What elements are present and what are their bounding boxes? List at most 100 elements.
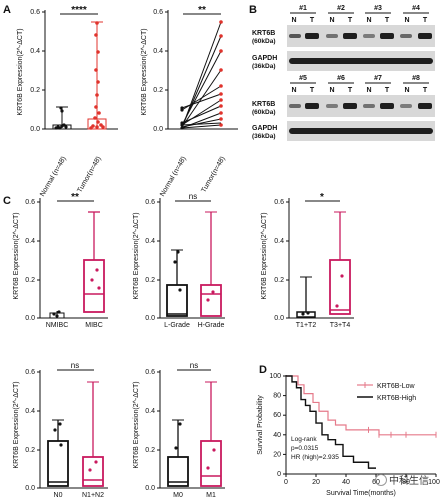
lane-label: N bbox=[366, 87, 371, 94]
panel-c-plot-4: KRT6B Expression(2^-ΔCT) 0.6 0.4 0.2 0.0… bbox=[13, 361, 108, 499]
significance-label: ns bbox=[189, 192, 197, 201]
x-tick-label: H-Grade bbox=[198, 322, 225, 329]
lane-label: T bbox=[385, 17, 390, 24]
sample-label: #1 bbox=[299, 5, 307, 12]
y-tick-label: 0.2 bbox=[274, 277, 284, 284]
points-lgrade bbox=[173, 250, 182, 292]
watermark-logo-icon bbox=[375, 474, 387, 486]
x-tick-label: T1+T2 bbox=[296, 322, 317, 329]
panel-c-plot-3: KRT6B Expression(2^-ΔCT) 0.6 0.4 0.2 0.0… bbox=[261, 192, 354, 329]
points-n0 bbox=[53, 422, 63, 447]
points-m1 bbox=[206, 448, 216, 470]
blot-row-sublabel: (36kDa) bbox=[252, 133, 275, 140]
lane-label: T bbox=[423, 17, 428, 24]
lane-label: N bbox=[329, 17, 334, 24]
y-tick-label: 0.2 bbox=[145, 447, 155, 454]
y-ticks bbox=[37, 201, 40, 319]
sample-label: #4 bbox=[412, 5, 420, 12]
box-t1t2 bbox=[296, 311, 316, 318]
y-tick-label: 0.6 bbox=[145, 369, 155, 376]
points-mibc bbox=[90, 268, 101, 290]
y-tick-label: 0.0 bbox=[25, 485, 35, 492]
lane-label: T bbox=[385, 87, 390, 94]
stat-test: Log-rank bbox=[291, 436, 317, 443]
y-tick-label: 0.6 bbox=[25, 199, 35, 206]
panel-c-ylabel: KRT6B Expression(2^-ΔCT) bbox=[13, 212, 20, 299]
significance-label: ** bbox=[198, 5, 206, 16]
box-tumor bbox=[87, 118, 107, 130]
panel-d-xlabel: Survival Time(months) bbox=[326, 490, 396, 497]
x-tick-label: Tumor(n=48) bbox=[200, 156, 226, 194]
x-ticks bbox=[285, 474, 437, 477]
sample-label: #2 bbox=[337, 5, 345, 12]
box-n1n2 bbox=[82, 456, 104, 487]
y-tick-label: 0.0 bbox=[25, 315, 35, 322]
significance-label: ns bbox=[190, 361, 198, 370]
y-ticks bbox=[157, 201, 160, 319]
y-tick-label: 0.4 bbox=[25, 408, 35, 415]
y-tick-label: 0.2 bbox=[25, 277, 35, 284]
y-tick-label: 0.0 bbox=[145, 485, 155, 492]
significance-label: * bbox=[320, 192, 324, 203]
y-tick-label: 0.4 bbox=[145, 238, 155, 245]
lane-labels: N T N T N T N T bbox=[291, 87, 427, 94]
box-hgrade bbox=[200, 284, 222, 317]
y-tick-label: 0.4 bbox=[30, 48, 40, 55]
y-tick-label: 0.6 bbox=[274, 199, 284, 206]
points-hgrade bbox=[206, 290, 215, 302]
blot-bands-gapdh bbox=[289, 128, 433, 134]
lane-label: N bbox=[404, 17, 409, 24]
x-tick-label: Normal (n=48) bbox=[159, 156, 188, 198]
panel-a-paired-plot: KRT6B Expression(2^-ΔCT) 0.6 0.4 0.2 0.0… bbox=[141, 5, 238, 198]
blot-row-label: KRT6B bbox=[252, 30, 275, 37]
box-n0 bbox=[47, 440, 69, 487]
blot-bands-krt6b bbox=[289, 103, 432, 109]
legend-label-high: KRT6B-High bbox=[377, 395, 416, 402]
km-curve-high bbox=[286, 375, 376, 469]
y-tick-label: 60 bbox=[273, 412, 281, 419]
lane-labels: N T N T N T N T bbox=[291, 17, 427, 24]
y-tick-label: 80 bbox=[273, 393, 281, 400]
y-tick-label: 0.6 bbox=[145, 199, 155, 206]
y-tick-label: 100 bbox=[269, 373, 281, 380]
blot-membrane-krt6b bbox=[287, 25, 435, 47]
panel-a-ylabel: KRT6B Expression(2^-ΔCT) bbox=[17, 28, 24, 115]
x-tick-label: M0 bbox=[173, 492, 183, 499]
censor-marks-low bbox=[368, 426, 437, 438]
lane-label: T bbox=[348, 17, 353, 24]
panel-label-b: B bbox=[249, 4, 257, 16]
blot-row-sublabel: (60kDa) bbox=[252, 109, 275, 116]
x-tick-label: Normal (n=48) bbox=[39, 156, 68, 198]
panel-label-a: A bbox=[3, 4, 11, 16]
lane-label: T bbox=[310, 17, 315, 24]
panel-c-ylabel: KRT6B Expression(2^-ΔCT) bbox=[261, 212, 268, 299]
lane-label: N bbox=[366, 17, 371, 24]
blot-row-label: GAPDH bbox=[252, 55, 277, 62]
y-ticks bbox=[165, 11, 168, 130]
blot-row-sublabel: (60kDa) bbox=[252, 38, 275, 45]
panel-label-d: D bbox=[259, 364, 267, 376]
panel-c-ylabel: KRT6B Expression(2^-ΔCT) bbox=[133, 212, 140, 299]
x-tick-label: L-Grade bbox=[164, 322, 190, 329]
x-tick-label: Tumor(n=48) bbox=[76, 156, 102, 194]
significance-label: **** bbox=[71, 5, 87, 16]
panel-a-box-plot: KRT6B Expression(2^-ΔCT) 0.6 0.4 0.2 0.0… bbox=[17, 5, 118, 198]
points-m0 bbox=[174, 422, 182, 450]
points-t1t2 bbox=[301, 311, 310, 316]
x-tick-label: N0 bbox=[54, 492, 63, 499]
y-tick-label: 0.2 bbox=[30, 87, 40, 94]
lane-label: N bbox=[291, 17, 296, 24]
lane-label: T bbox=[423, 87, 428, 94]
y-tick-label: 20 bbox=[273, 451, 281, 458]
sample-label: #6 bbox=[337, 75, 345, 82]
points-normal bbox=[54, 106, 68, 130]
western-blot-top: #1 #2 #3 #4 N T N T N T N T KRT6B (60kDa… bbox=[252, 5, 435, 71]
sample-label: #3 bbox=[374, 5, 382, 12]
y-tick-label: 0.0 bbox=[30, 126, 40, 133]
y-tick-label: 0.2 bbox=[25, 447, 35, 454]
paired-lines bbox=[181, 21, 222, 129]
x-tick-label: 40 bbox=[342, 479, 350, 486]
x-tick-label: 0 bbox=[284, 479, 288, 486]
watermark-text: 中科生信 bbox=[389, 474, 429, 487]
sample-label: #8 bbox=[412, 75, 420, 82]
